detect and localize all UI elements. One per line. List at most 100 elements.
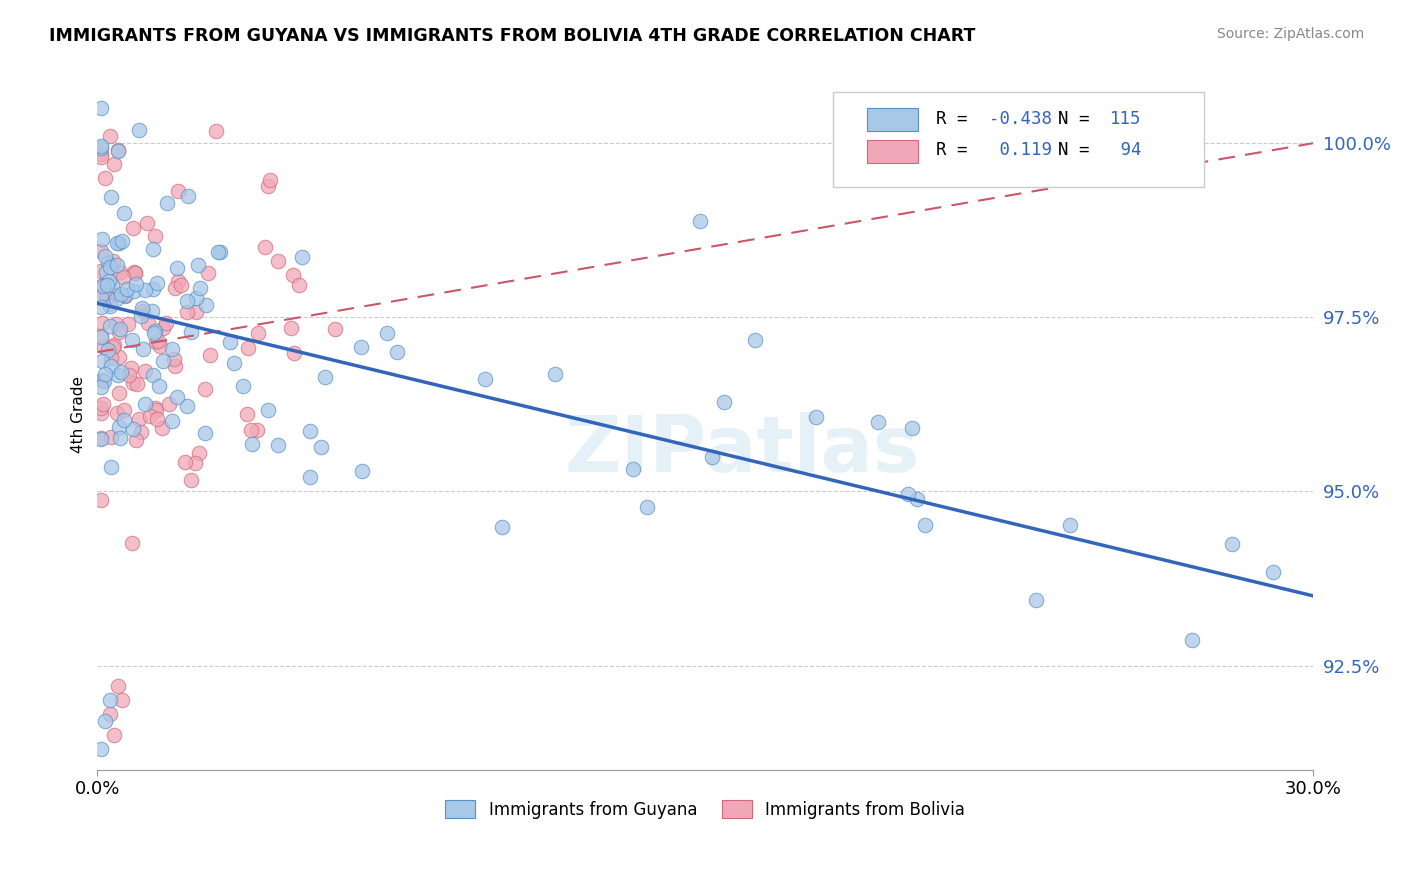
Point (100, 460, 122, 475)
Point (145, 401, 167, 415)
Point (121, 376, 143, 391)
Point (377, 326, 399, 340)
Point (152, 354, 174, 368)
Point (121, 422, 143, 436)
Point (897, 486, 920, 500)
Point (98, 260, 121, 274)
Point (110, 286, 132, 301)
Point (350, 340, 373, 354)
Point (1261, 565, 1284, 579)
Text: N =: N = (1057, 110, 1099, 128)
Point (107, 143, 129, 157)
Point (112, 402, 135, 417)
Point (702, 450, 724, 465)
Point (194, 298, 217, 312)
Point (744, 333, 766, 347)
Point (94, 249, 117, 263)
Point (105, 235, 128, 250)
Text: R =: R = (936, 141, 988, 159)
Point (132, 304, 155, 318)
Point (98, 707, 121, 722)
Point (134, 283, 156, 297)
Point (156, 196, 179, 211)
Point (107, 680, 129, 694)
Point (176, 305, 198, 319)
Point (1059, 517, 1081, 532)
Point (143, 326, 166, 340)
Point (291, 250, 314, 264)
Point (184, 291, 207, 305)
Point (129, 425, 152, 440)
Point (105, 317, 128, 331)
Point (636, 500, 658, 515)
Point (103, 728, 125, 742)
Point (253, 240, 276, 254)
Point (1181, 633, 1204, 648)
Text: 94: 94 (1111, 141, 1142, 159)
Point (107, 406, 129, 420)
Point (90, 432, 112, 446)
Text: IMMIGRANTS FROM GUYANA VS IMMIGRANTS FROM BOLIVIA 4TH GRADE CORRELATION CHART: IMMIGRANTS FROM GUYANA VS IMMIGRANTS FRO… (49, 27, 976, 45)
Point (103, 157, 125, 171)
Point (283, 346, 305, 360)
Text: ZIPatlas: ZIPatlas (564, 412, 920, 488)
Y-axis label: 4th Grade: 4th Grade (72, 376, 86, 453)
Point (90, 278, 112, 293)
Point (122, 221, 145, 235)
Point (176, 293, 198, 308)
Point (120, 361, 142, 376)
Point (280, 320, 302, 334)
Text: N =: N = (1057, 141, 1111, 159)
Point (108, 235, 131, 250)
Point (108, 432, 131, 446)
Point (103, 338, 125, 352)
Point (101, 340, 124, 354)
Point (93, 374, 115, 388)
Point (94, 171, 117, 186)
Point (94, 289, 117, 303)
Point (111, 234, 134, 248)
Point (188, 281, 211, 295)
Point (236, 341, 259, 355)
Point (148, 334, 170, 349)
Point (352, 464, 374, 478)
Point (124, 266, 146, 280)
Point (104, 293, 127, 307)
Point (165, 281, 187, 295)
Point (257, 178, 280, 193)
Point (90, 141, 112, 155)
Point (117, 317, 139, 331)
Point (299, 470, 322, 484)
Point (128, 412, 150, 426)
Point (143, 229, 166, 244)
Point (149, 339, 172, 353)
Point (90, 263, 112, 277)
Point (96, 277, 118, 292)
Point (160, 342, 183, 356)
Point (145, 402, 167, 417)
Point (474, 372, 496, 386)
Point (110, 365, 132, 379)
Point (98, 129, 121, 144)
Point (94, 714, 117, 729)
Point (131, 301, 153, 316)
Point (90, 300, 112, 314)
Legend: Immigrants from Guyana, Immigrants from Bolivia: Immigrants from Guyana, Immigrants from … (439, 794, 972, 826)
Point (124, 284, 146, 298)
Point (98, 299, 121, 313)
Point (143, 324, 166, 338)
Point (90, 406, 112, 420)
Point (112, 413, 135, 427)
Point (157, 397, 180, 411)
Point (138, 316, 160, 330)
Text: 115: 115 (1111, 110, 1142, 128)
Point (108, 420, 131, 434)
Point (90, 150, 112, 164)
Point (98, 318, 121, 333)
Point (142, 282, 165, 296)
FancyBboxPatch shape (832, 92, 1204, 187)
Point (544, 367, 567, 381)
Point (491, 520, 513, 534)
Point (314, 370, 336, 384)
Point (108, 351, 131, 365)
